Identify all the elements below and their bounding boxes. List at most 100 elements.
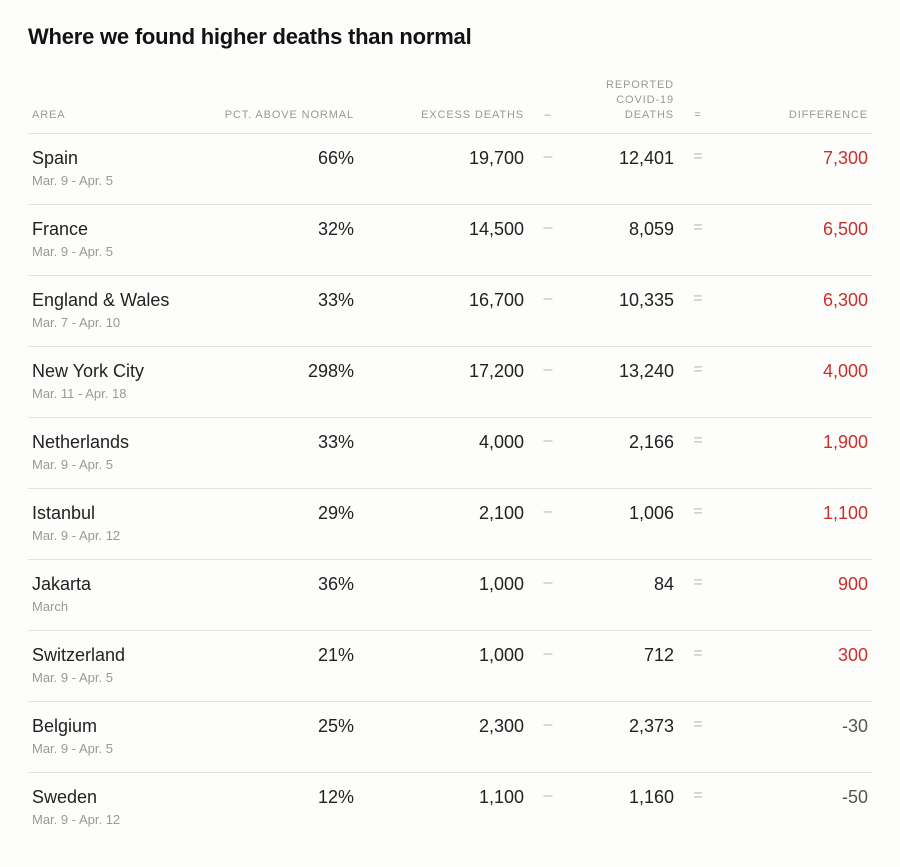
cell-difference: 900 xyxy=(718,559,872,630)
table-row: Netherlands Mar. 9 - Apr. 5 33%4,000–2,166… xyxy=(28,417,872,488)
area-date: Mar. 9 - Apr. 12 xyxy=(32,528,214,543)
cell-minus: – xyxy=(528,346,568,417)
cell-equals: = xyxy=(678,559,718,630)
cell-equals: = xyxy=(678,630,718,701)
cell-area: Istanbul Mar. 9 - Apr. 12 xyxy=(28,488,218,559)
table-row: New York City Mar. 11 - Apr. 18 298%17,200… xyxy=(28,346,872,417)
table-row: Jakarta March 36%1,000–84=900 xyxy=(28,559,872,630)
cell-equals: = xyxy=(678,133,718,204)
cell-difference: 300 xyxy=(718,630,872,701)
cell-covid: 1,006 xyxy=(568,488,678,559)
area-date: March xyxy=(32,599,214,614)
cell-difference: 1,100 xyxy=(718,488,872,559)
cell-minus: – xyxy=(528,417,568,488)
cell-pct: 33% xyxy=(218,275,358,346)
cell-equals: = xyxy=(678,488,718,559)
cell-excess: 1,000 xyxy=(358,559,528,630)
col-difference: DIFFERENCE xyxy=(718,78,872,133)
col-equals: = xyxy=(678,78,718,133)
col-area: AREA xyxy=(28,78,218,133)
cell-equals: = xyxy=(678,275,718,346)
cell-excess: 2,300 xyxy=(358,701,528,772)
cell-minus: – xyxy=(528,630,568,701)
cell-difference: 4,000 xyxy=(718,346,872,417)
cell-pct: 36% xyxy=(218,559,358,630)
area-name: Belgium xyxy=(32,716,214,737)
table-row: BelgiumMar. 9 - Apr. 525%2,300–2,373=-30 xyxy=(28,701,872,772)
page-title: Where we found higher deaths than normal xyxy=(28,24,872,50)
cell-pct: 298% xyxy=(218,346,358,417)
area-name: New York City xyxy=(32,361,214,382)
cell-minus: – xyxy=(528,275,568,346)
cell-excess: 16,700 xyxy=(358,275,528,346)
cell-area: Jakarta March xyxy=(28,559,218,630)
cell-pct: 29% xyxy=(218,488,358,559)
cell-pct: 12% xyxy=(218,772,358,843)
col-pct: PCT. ABOVE NORMAL xyxy=(218,78,358,133)
cell-area: Sweden Mar. 9 - Apr. 12 xyxy=(28,772,218,843)
cell-covid: 2,373 xyxy=(568,701,678,772)
table-row: England & Wales Mar. 7 - Apr. 10 33%16,700… xyxy=(28,275,872,346)
cell-excess: 19,700 xyxy=(358,133,528,204)
cell-equals: = xyxy=(678,417,718,488)
cell-difference: -30 xyxy=(718,701,872,772)
area-name: Istanbul xyxy=(32,503,214,524)
table-row: SwedenMar. 9 - Apr. 1212%1,100–1,160=-50 xyxy=(28,772,872,843)
cell-difference: 7,300 xyxy=(718,133,872,204)
area-date: Mar. 9 - Apr. 5 xyxy=(32,457,214,472)
cell-excess: 14,500 xyxy=(358,204,528,275)
cell-covid: 1,160 xyxy=(568,772,678,843)
cell-area: New York City Mar. 11 - Apr. 18 xyxy=(28,346,218,417)
cell-excess: 1,000 xyxy=(358,630,528,701)
area-date: Mar. 9 - Apr. 5 xyxy=(32,173,214,188)
cell-excess: 17,200 xyxy=(358,346,528,417)
area-date: Mar. 9 - Apr. 5 xyxy=(32,244,214,259)
col-excess: EXCESS DEATHS xyxy=(358,78,528,133)
cell-area: Netherlands Mar. 9 - Apr. 5 xyxy=(28,417,218,488)
cell-difference: 6,300 xyxy=(718,275,872,346)
cell-minus: – xyxy=(528,133,568,204)
cell-covid: 10,335 xyxy=(568,275,678,346)
cell-area: SwitzerlandMar. 9 - Apr. 5 xyxy=(28,630,218,701)
area-date: Mar. 9 - Apr. 5 xyxy=(32,670,214,685)
col-minus: – xyxy=(528,78,568,133)
cell-covid: 2,166 xyxy=(568,417,678,488)
table-row: France Mar. 9 - Apr. 5 32%14,500–8,059=6,5… xyxy=(28,204,872,275)
area-date: Mar. 7 - Apr. 10 xyxy=(32,315,214,330)
cell-pct: 66% xyxy=(218,133,358,204)
cell-difference: 1,900 xyxy=(718,417,872,488)
cell-pct: 21% xyxy=(218,630,358,701)
area-date: Mar. 9 - Apr. 12 xyxy=(32,812,214,827)
cell-covid: 8,059 xyxy=(568,204,678,275)
cell-covid: 84 xyxy=(568,559,678,630)
area-name: Spain xyxy=(32,148,214,169)
cell-equals: = xyxy=(678,204,718,275)
cell-area: France Mar. 9 - Apr. 5 xyxy=(28,204,218,275)
cell-pct: 32% xyxy=(218,204,358,275)
cell-excess: 1,100 xyxy=(358,772,528,843)
cell-minus: – xyxy=(528,488,568,559)
cell-covid: 12,401 xyxy=(568,133,678,204)
area-name: Netherlands xyxy=(32,432,214,453)
cell-difference: -50 xyxy=(718,772,872,843)
cell-minus: – xyxy=(528,701,568,772)
cell-covid: 13,240 xyxy=(568,346,678,417)
area-date: Mar. 11 - Apr. 18 xyxy=(32,386,214,401)
area-name: Sweden xyxy=(32,787,214,808)
table-row: Istanbul Mar. 9 - Apr. 12 29%2,100–1,006=1… xyxy=(28,488,872,559)
cell-minus: – xyxy=(528,559,568,630)
area-name: Jakarta xyxy=(32,574,214,595)
deaths-table: AREA PCT. ABOVE NORMAL EXCESS DEATHS – R… xyxy=(28,78,872,843)
cell-excess: 4,000 xyxy=(358,417,528,488)
cell-difference: 6,500 xyxy=(718,204,872,275)
cell-excess: 2,100 xyxy=(358,488,528,559)
cell-area: Spain Mar. 9 - Apr. 5 xyxy=(28,133,218,204)
area-name: France xyxy=(32,219,214,240)
cell-pct: 33% xyxy=(218,417,358,488)
cell-equals: = xyxy=(678,346,718,417)
cell-minus: – xyxy=(528,204,568,275)
cell-equals: = xyxy=(678,772,718,843)
area-name: England & Wales xyxy=(32,290,214,311)
cell-pct: 25% xyxy=(218,701,358,772)
table-row: SwitzerlandMar. 9 - Apr. 521%1,000–712=3… xyxy=(28,630,872,701)
